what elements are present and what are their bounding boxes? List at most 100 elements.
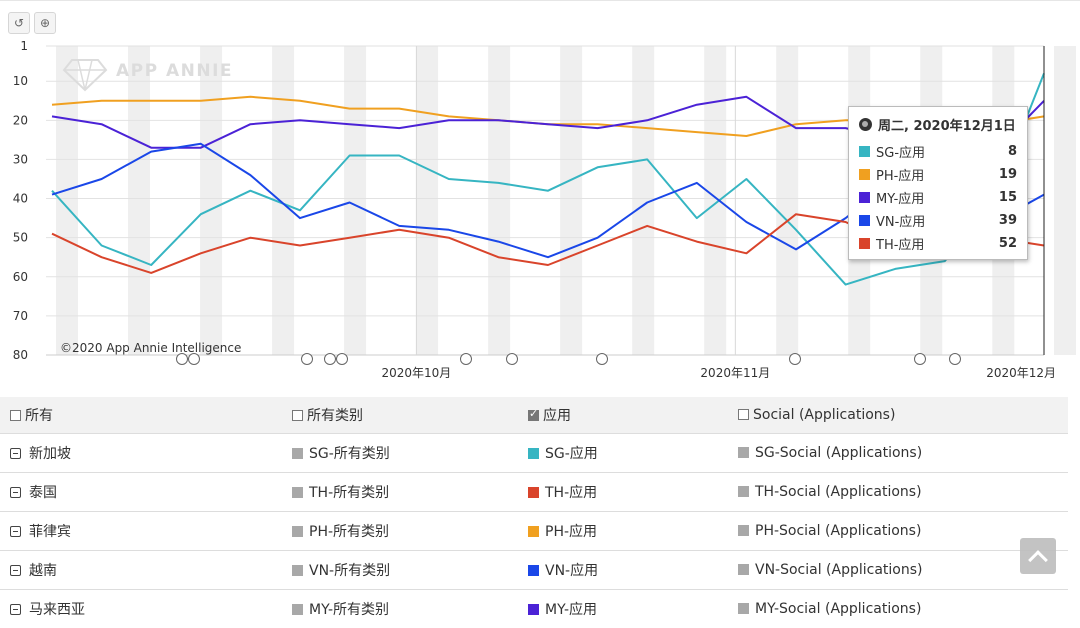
checkbox-icon[interactable] bbox=[292, 410, 303, 421]
checkbox-icon[interactable] bbox=[738, 409, 749, 420]
legend-app-item[interactable]: MY-应用 bbox=[518, 590, 728, 628]
y-tick-label: 1 bbox=[20, 39, 28, 53]
y-tick-label: 20 bbox=[13, 113, 28, 127]
annotation-bubble-icon bbox=[950, 354, 961, 365]
series-swatch bbox=[528, 448, 539, 459]
legend-app-item[interactable]: SG-应用 bbox=[518, 434, 728, 473]
weekend-band bbox=[704, 46, 726, 355]
legend-app-item[interactable]: PH-应用 bbox=[518, 512, 728, 551]
tooltip-header: 周二, 2020年12月1日 bbox=[859, 115, 1017, 134]
legend-social-item[interactable]: PH-Social (Applications) bbox=[728, 512, 1068, 551]
x-tick-label: 2020年10月 bbox=[381, 366, 451, 380]
series-swatch bbox=[738, 486, 749, 497]
collapse-icon[interactable] bbox=[10, 448, 21, 459]
legend-country[interactable]: 马来西亚 bbox=[0, 590, 282, 628]
zoom-icon: ⊕ bbox=[40, 16, 50, 30]
y-tick-label: 60 bbox=[13, 270, 28, 284]
legend-all-categories-item[interactable]: TH-所有类别 bbox=[282, 473, 518, 512]
tooltip-series-name: VN-应用 bbox=[876, 211, 999, 230]
series-swatch bbox=[859, 192, 870, 203]
annotation-bubble-icon bbox=[177, 354, 188, 365]
watermark-text: APP ANNIE bbox=[116, 61, 233, 81]
legend-header-all[interactable]: 所有 bbox=[0, 397, 282, 434]
collapse-icon[interactable] bbox=[10, 565, 21, 576]
y-tick-label: 80 bbox=[13, 348, 28, 362]
annotation-bubble-icon bbox=[325, 354, 336, 365]
y-tick-label: 10 bbox=[13, 74, 28, 88]
series-swatch bbox=[528, 565, 539, 576]
tooltip-series-name: MY-应用 bbox=[876, 188, 999, 207]
series-swatch bbox=[859, 146, 870, 157]
legend-all-categories-item[interactable]: PH-所有类别 bbox=[282, 512, 518, 551]
zoom-button[interactable]: ⊕ bbox=[34, 12, 56, 34]
series-swatch bbox=[528, 604, 539, 615]
weekend-band bbox=[56, 46, 78, 355]
collapse-icon[interactable] bbox=[10, 526, 21, 537]
series-legend-table: 所有 所有类别 应用 Social (Applications) 新加坡SG-所… bbox=[0, 397, 1068, 628]
tooltip-series-value: 15 bbox=[999, 190, 1017, 205]
y-tick-label: 40 bbox=[13, 192, 28, 206]
reset-zoom-button[interactable]: ↺ bbox=[8, 12, 30, 34]
x-tick-label: 2020年11月 bbox=[700, 366, 770, 380]
series-swatch bbox=[859, 238, 870, 249]
legend-social-item[interactable]: MY-Social (Applications) bbox=[728, 590, 1068, 628]
series-swatch bbox=[738, 564, 749, 575]
legend-header-social[interactable]: Social (Applications) bbox=[728, 397, 1068, 434]
tooltip-series-value: 19 bbox=[999, 167, 1017, 182]
series-swatch bbox=[292, 526, 303, 537]
legend-social-item[interactable]: TH-Social (Applications) bbox=[728, 473, 1068, 512]
series-swatch bbox=[859, 215, 870, 226]
y-tick-label: 50 bbox=[13, 231, 28, 245]
legend-country[interactable]: 越南 bbox=[0, 551, 282, 590]
collapse-icon[interactable] bbox=[10, 487, 21, 498]
series-swatch bbox=[738, 447, 749, 458]
legend-header-all-categories[interactable]: 所有类别 bbox=[282, 397, 518, 434]
checkbox-checked-icon[interactable] bbox=[528, 410, 539, 421]
legend-social-item[interactable]: VN-Social (Applications) bbox=[728, 551, 1068, 590]
weekend-band bbox=[560, 46, 582, 355]
legend-all-categories-item[interactable]: SG-所有类别 bbox=[282, 434, 518, 473]
tooltip-date: 周二, 2020年12月1日 bbox=[878, 115, 1016, 134]
annotation-bubble-icon bbox=[337, 354, 348, 365]
collapse-icon[interactable] bbox=[10, 604, 21, 615]
legend-country[interactable]: 菲律宾 bbox=[0, 512, 282, 551]
weekend-band bbox=[1054, 46, 1076, 355]
annotation-bubble-icon bbox=[790, 354, 801, 365]
annotation-bubble-icon bbox=[507, 354, 518, 365]
x-tick-label: 2020年12月 bbox=[986, 366, 1056, 380]
legend-country[interactable]: 新加坡 bbox=[0, 434, 282, 473]
annotation-bubble-icon bbox=[461, 354, 472, 365]
legend-all-categories-item[interactable]: VN-所有类别 bbox=[282, 551, 518, 590]
tooltip-series-name: SG-应用 bbox=[876, 142, 1008, 161]
series-swatch bbox=[738, 603, 749, 614]
weekend-band bbox=[416, 46, 438, 355]
scroll-to-top-button[interactable] bbox=[1020, 538, 1056, 574]
top-divider bbox=[0, 0, 1080, 1]
tooltip-series-name: TH-应用 bbox=[876, 234, 999, 253]
legend-header-apps[interactable]: 应用 bbox=[518, 397, 728, 434]
tooltip-series-value: 8 bbox=[1008, 144, 1017, 159]
reset-icon: ↺ bbox=[14, 16, 24, 30]
series-swatch bbox=[292, 604, 303, 615]
legend-app-item[interactable]: VN-应用 bbox=[518, 551, 728, 590]
legend-country[interactable]: 泰国 bbox=[0, 473, 282, 512]
checkbox-icon[interactable] bbox=[10, 410, 21, 421]
annotation-bubble-icon bbox=[189, 354, 200, 365]
weekend-band bbox=[488, 46, 510, 355]
weekend-band bbox=[200, 46, 222, 355]
legend-all-categories-item[interactable]: MY-所有类别 bbox=[282, 590, 518, 628]
series-swatch bbox=[528, 487, 539, 498]
legend-app-item[interactable]: TH-应用 bbox=[518, 473, 728, 512]
annotation-bubble-icon bbox=[302, 354, 313, 365]
weekend-band bbox=[344, 46, 366, 355]
series-swatch bbox=[292, 565, 303, 576]
legend-social-item[interactable]: SG-Social (Applications) bbox=[728, 434, 1068, 473]
series-swatch bbox=[292, 487, 303, 498]
globe-icon bbox=[859, 118, 872, 131]
